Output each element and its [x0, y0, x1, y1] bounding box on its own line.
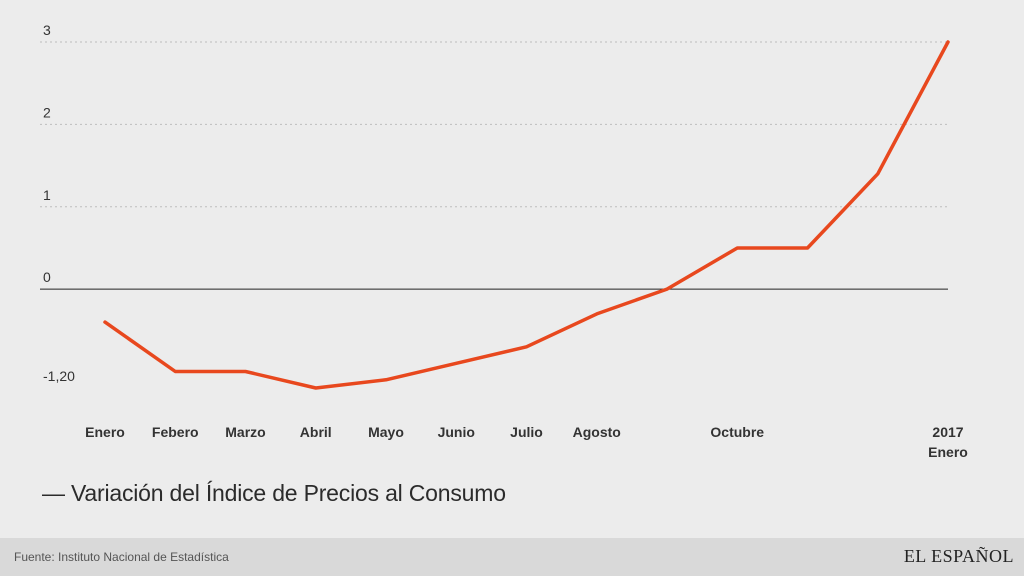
- x-tick-label: Julio: [510, 424, 543, 440]
- x-axis-ticks: Enero Febero Marzo Abril Mayo Junio Julio Agost…: [85, 424, 968, 460]
- x-tick-label: Agosto: [573, 424, 621, 440]
- x-tick-label: Mayo: [368, 424, 404, 440]
- x-tick-label: 2017 Enero: [928, 424, 968, 460]
- y-tick-label: 3: [43, 22, 51, 38]
- legend-label: — Variación del Índice de Precios al Con…: [42, 480, 506, 506]
- legend: — Variación del Índice de Precios al Con…: [42, 480, 506, 507]
- y-tick-label: 1: [43, 187, 51, 203]
- y-tick-label: 0: [43, 269, 51, 285]
- x-tick-label: Enero: [85, 424, 125, 440]
- source-text: Fuente: Instituto Nacional de Estadístic…: [14, 550, 229, 564]
- y-axis-ticks: 3 2 1 0 -1,20: [43, 22, 75, 384]
- brand-logo: EL ESPAÑOL: [903, 546, 1014, 566]
- line-chart: 3 2 1 0 -1,20 Enero Febero Marzo Abril Mayo Junio…: [40, 22, 968, 460]
- footer-bar: Fuente: Instituto Nacional de Estadístic…: [0, 538, 1024, 576]
- grid-lines: [40, 41, 948, 290]
- x-tick-label: Abril: [300, 424, 332, 440]
- x-tick-label: Marzo: [225, 424, 265, 440]
- x-tick-label: Junio: [438, 424, 475, 440]
- series-line-ipc: [103, 40, 950, 390]
- x-tick-label: Octubre: [710, 424, 764, 440]
- series-layer: [103, 40, 950, 390]
- x-tick-label: Febero: [152, 424, 199, 440]
- y-tick-label: -1,20: [43, 368, 75, 384]
- y-tick-label: 2: [43, 104, 51, 120]
